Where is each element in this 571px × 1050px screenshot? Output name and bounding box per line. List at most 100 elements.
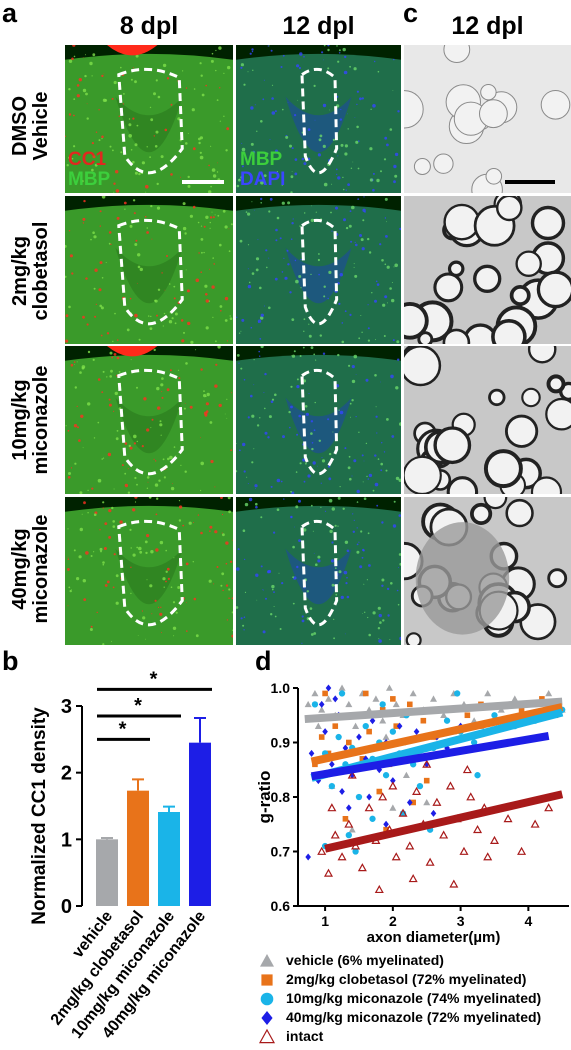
- data-point: [383, 820, 389, 828]
- data-point: [445, 781, 455, 790]
- data-point: [337, 852, 347, 861]
- data-point: [335, 733, 342, 741]
- data-point: [318, 734, 325, 740]
- data-point: [545, 689, 553, 697]
- panel-label-d: d: [255, 646, 272, 676]
- panel-label-c: c: [403, 0, 419, 28]
- y-tick-label: 0.6: [271, 898, 291, 914]
- legend-item: intact: [258, 1026, 323, 1046]
- data-point: [339, 788, 345, 796]
- row-label-clobetasol: 2mg/kg clobetasol: [9, 221, 52, 321]
- fluorescence-micrograph: [236, 196, 401, 344]
- data-point: [449, 879, 459, 888]
- scale-bar-fluorescence: [182, 180, 224, 184]
- x-tick-label: 2: [389, 913, 397, 929]
- error-bar: [132, 778, 144, 791]
- column-header-8dpl: 8 dpl: [119, 12, 179, 40]
- scatter-g-ratio: 0.6 0.7 0.8 0.9 1.0 1 2 3 4 axon diameter(µm) g-ra…: [255, 680, 569, 945]
- data-point: [511, 695, 519, 702]
- y-tick-label: 0.9: [271, 735, 291, 751]
- data-point: [517, 846, 527, 855]
- data-point: [412, 786, 422, 795]
- data-point: [389, 728, 396, 735]
- data-point: [379, 701, 386, 708]
- data-point: [355, 793, 363, 801]
- data-point: [388, 781, 398, 790]
- data-point: [454, 690, 461, 697]
- fit-line: [324, 790, 564, 853]
- significance-star: *: [150, 668, 158, 690]
- data-point: [338, 684, 346, 691]
- bar: [158, 812, 180, 906]
- x-axis-label: axon diameter(µm): [367, 929, 501, 945]
- y-tick-label: 0: [61, 896, 72, 918]
- fluorescence-micrograph: [65, 45, 233, 193]
- data-point: [391, 852, 401, 861]
- data-point: [317, 846, 327, 855]
- data-point: [311, 689, 319, 697]
- data-point: [348, 826, 356, 833]
- data-point: [318, 706, 326, 713]
- data-point: [459, 846, 469, 855]
- column-header-12dpl-em: 12 dpl: [451, 12, 524, 40]
- data-point: [366, 793, 372, 801]
- data-point: [484, 689, 492, 697]
- data-point: [491, 712, 498, 719]
- data-point: [352, 722, 360, 729]
- row-label-miconazole-40: 40mg/kg miconazole: [9, 514, 52, 624]
- data-point: [346, 804, 352, 812]
- data-point: [378, 792, 388, 801]
- significance-star: *: [134, 695, 142, 717]
- data-point: [324, 695, 332, 702]
- data-point: [489, 835, 499, 844]
- data-point: [322, 690, 328, 697]
- scale-bar-em: [505, 180, 555, 184]
- data-point: [530, 819, 540, 828]
- data-point: [430, 695, 437, 702]
- em-micrograph: [404, 196, 571, 344]
- significance-star: *: [119, 718, 127, 740]
- bar: [96, 839, 118, 906]
- data-point: [390, 777, 396, 785]
- y-tick-label: 0.7: [271, 844, 291, 860]
- data-point: [416, 782, 424, 790]
- data-point: [342, 744, 349, 752]
- data-point: [323, 868, 334, 877]
- fit-line: [310, 732, 550, 781]
- legend-label: intact: [286, 1028, 324, 1044]
- legend-item: 2mg/kg clobetasol (72% myelinated): [258, 969, 526, 989]
- fit-line: [310, 703, 564, 766]
- y-tick-label: 1: [61, 829, 72, 851]
- data-point: [405, 841, 415, 850]
- data-point: [330, 830, 340, 839]
- panel-label-a: a: [2, 0, 18, 28]
- error-bar: [101, 837, 113, 840]
- data-point: [369, 815, 376, 822]
- data-point: [362, 690, 369, 697]
- data-point: [422, 759, 432, 768]
- data-point: [329, 760, 335, 768]
- fluorescence-micrograph: [236, 497, 401, 645]
- data-point: [544, 803, 554, 812]
- data-point: [406, 798, 413, 806]
- data-point: [352, 848, 359, 855]
- fluorescence-micrograph: [65, 346, 233, 494]
- data-point: [389, 804, 397, 811]
- legend-label: 2mg/kg clobetasol (72% myelinated): [286, 971, 527, 987]
- data-point: [443, 717, 451, 724]
- row-label-vehicle: DMSO Vehicle: [9, 91, 52, 161]
- data-point: [462, 765, 472, 774]
- stain-legend-8dpl: CC1 MBP: [68, 149, 111, 190]
- bar: [189, 742, 211, 906]
- data-point: [372, 695, 380, 702]
- data-point: [440, 711, 448, 719]
- data-point: [413, 728, 420, 736]
- y-tick-label: 0.8: [271, 789, 291, 805]
- legend-marker: [261, 1011, 273, 1025]
- data-point: [308, 749, 315, 757]
- data-point: [357, 863, 367, 872]
- data-point: [344, 819, 354, 828]
- data-point: [376, 788, 383, 795]
- data-point: [474, 772, 481, 779]
- data-point: [364, 803, 374, 812]
